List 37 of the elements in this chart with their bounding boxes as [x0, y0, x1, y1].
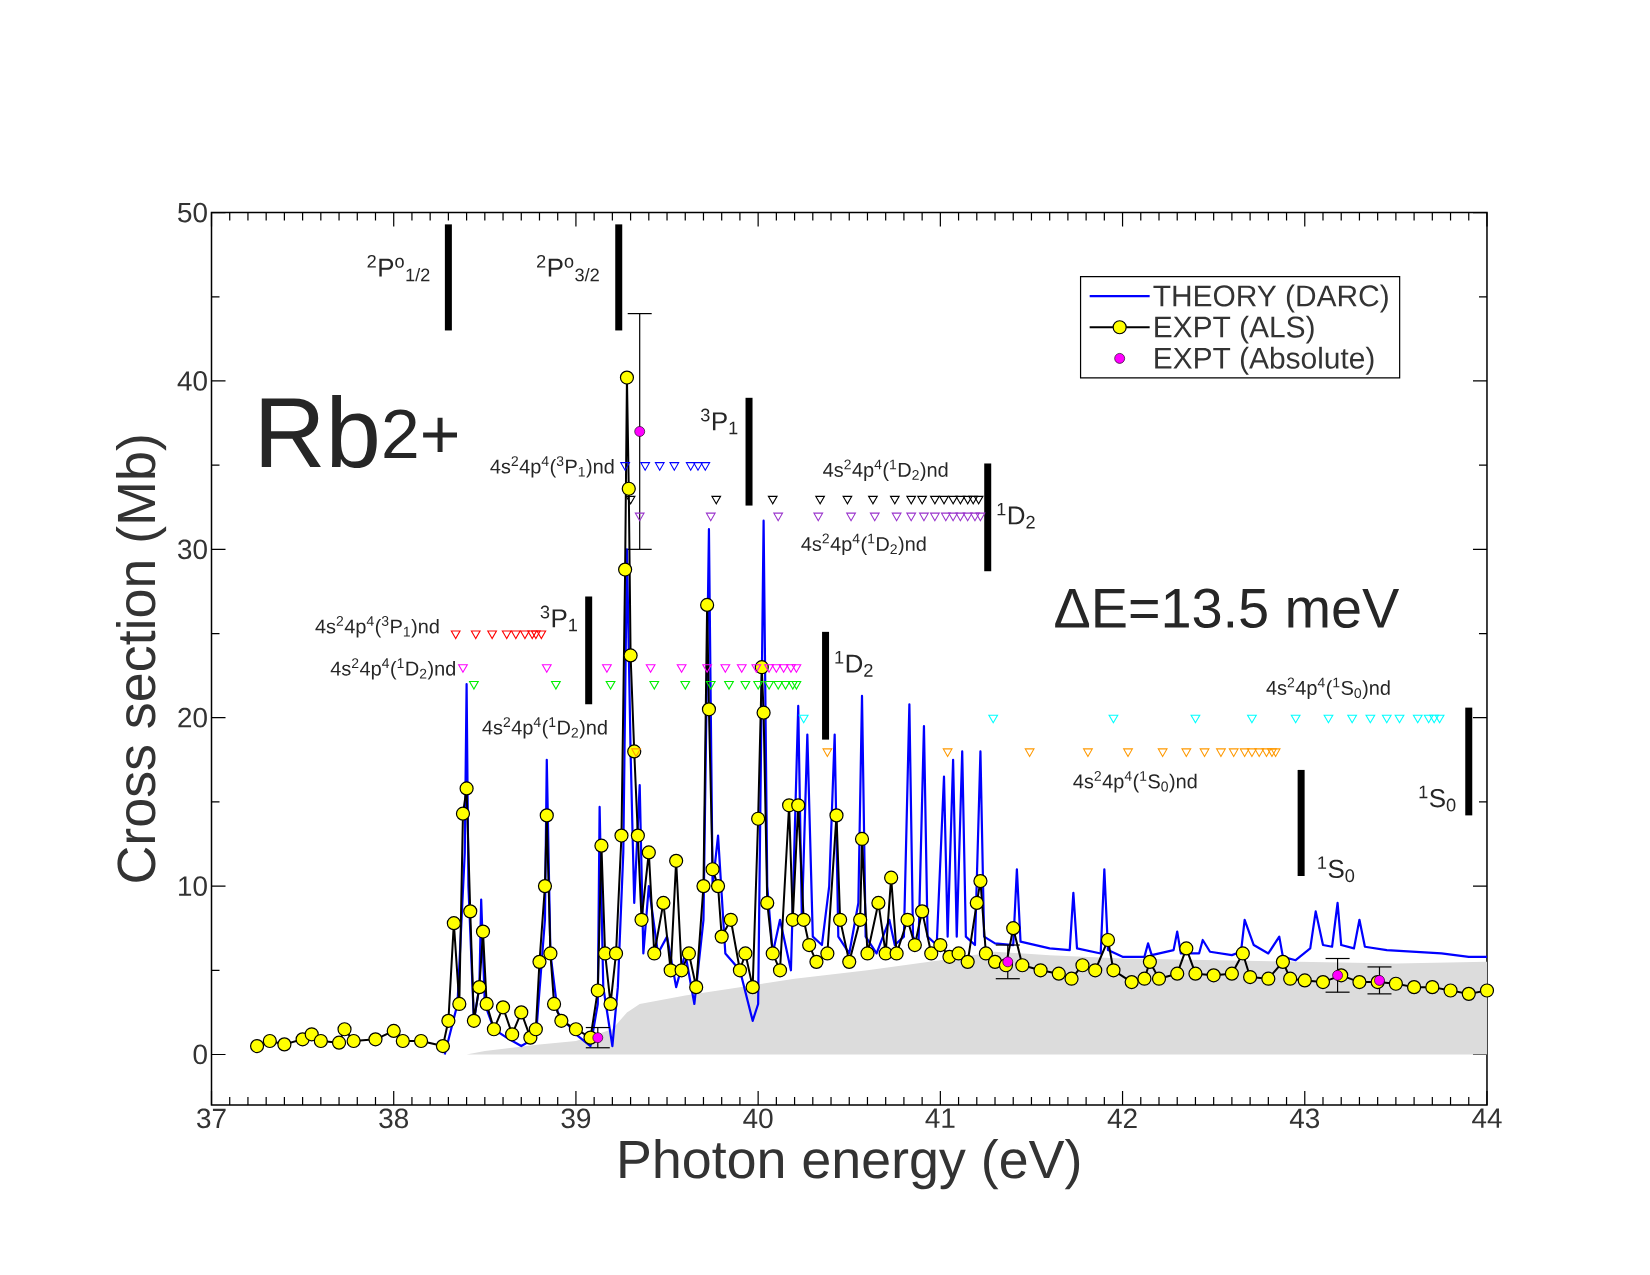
text: 4s$^{2}$4p$^{4}$($^{3}$P$_{1}$)nd	[490, 456, 614, 478]
x-tick-label: 42	[1107, 1108, 1137, 1128]
text: 4s$^{2}$4p$^{4}$($^{1}$S$_{0}$)nd	[1266, 677, 1390, 699]
legend-label: EXPT (Absolute)	[1155, 346, 1374, 375]
x-tick-label: 44	[1472, 1108, 1502, 1128]
y-tick-label: 40	[177, 371, 207, 391]
annotation: $^{1}$D$_{2}$	[997, 502, 1035, 529]
text: 4s$^{2}$4p$^{4}$($^{1}$D$_{2}$)nd	[801, 533, 926, 555]
legend-label: THEORY (DARC)	[1153, 284, 1388, 313]
text: 4s$^{2}$4p$^{4}$($^{1}$D$_{2}$)nd	[482, 717, 607, 739]
x-axis-title: Photon energy (eV)	[620, 1139, 1080, 1190]
x-tick-label: 40	[743, 1108, 773, 1129]
x-tick-label: 37	[197, 1108, 226, 1129]
annotation: $^{1}$D$_{2}$	[835, 651, 873, 677]
x-tick-label: 38	[379, 1108, 409, 1129]
annotation: $^{3}$P$_{1}$	[540, 605, 577, 632]
annotation: $^{3}$P$_{1}$	[700, 408, 738, 435]
legend-label: EXPT (ALS)	[1155, 315, 1314, 344]
annotation: Rb$^{2+}$	[261, 394, 457, 469]
annotation: $^{2}$P$^{o}$1/2	[367, 254, 430, 282]
y-tick-label: 30	[178, 539, 207, 560]
annotation: ΔE=13.5 meV	[1055, 588, 1400, 629]
x-tick-label: 39	[561, 1108, 591, 1129]
x-tick-label: 41	[925, 1108, 955, 1128]
annotation: $^{1}$S$_{0}$	[1419, 785, 1456, 812]
y-tick-label: 10	[179, 876, 207, 896]
text: 4s$^{2}$4p$^{4}$($^{1}$D$_{2}$)nd	[823, 459, 948, 481]
annotation: $^{1}$S$_{0}$	[1318, 856, 1355, 883]
x-tick-label: 43	[1289, 1108, 1320, 1129]
text: 4s$^{2}$4p$^{4}$($^{1}$S$_{0}$)nd	[1073, 771, 1197, 793]
y-tick-label: 0	[193, 1044, 207, 1065]
annotation: $^{2}$P$^{o}$3/2	[537, 254, 599, 282]
y-axis-title: Cross section (Mb)	[116, 436, 167, 882]
y-tick-label: 50	[178, 202, 207, 223]
y-tick-label: 20	[178, 707, 207, 728]
text: 4s$^{2}$4p$^{4}$($^{1}$D$_{2}$)nd	[330, 658, 455, 680]
text: 4s$^{2}$4p$^{4}$($^{3}$P$_{1}$)nd	[315, 616, 439, 638]
